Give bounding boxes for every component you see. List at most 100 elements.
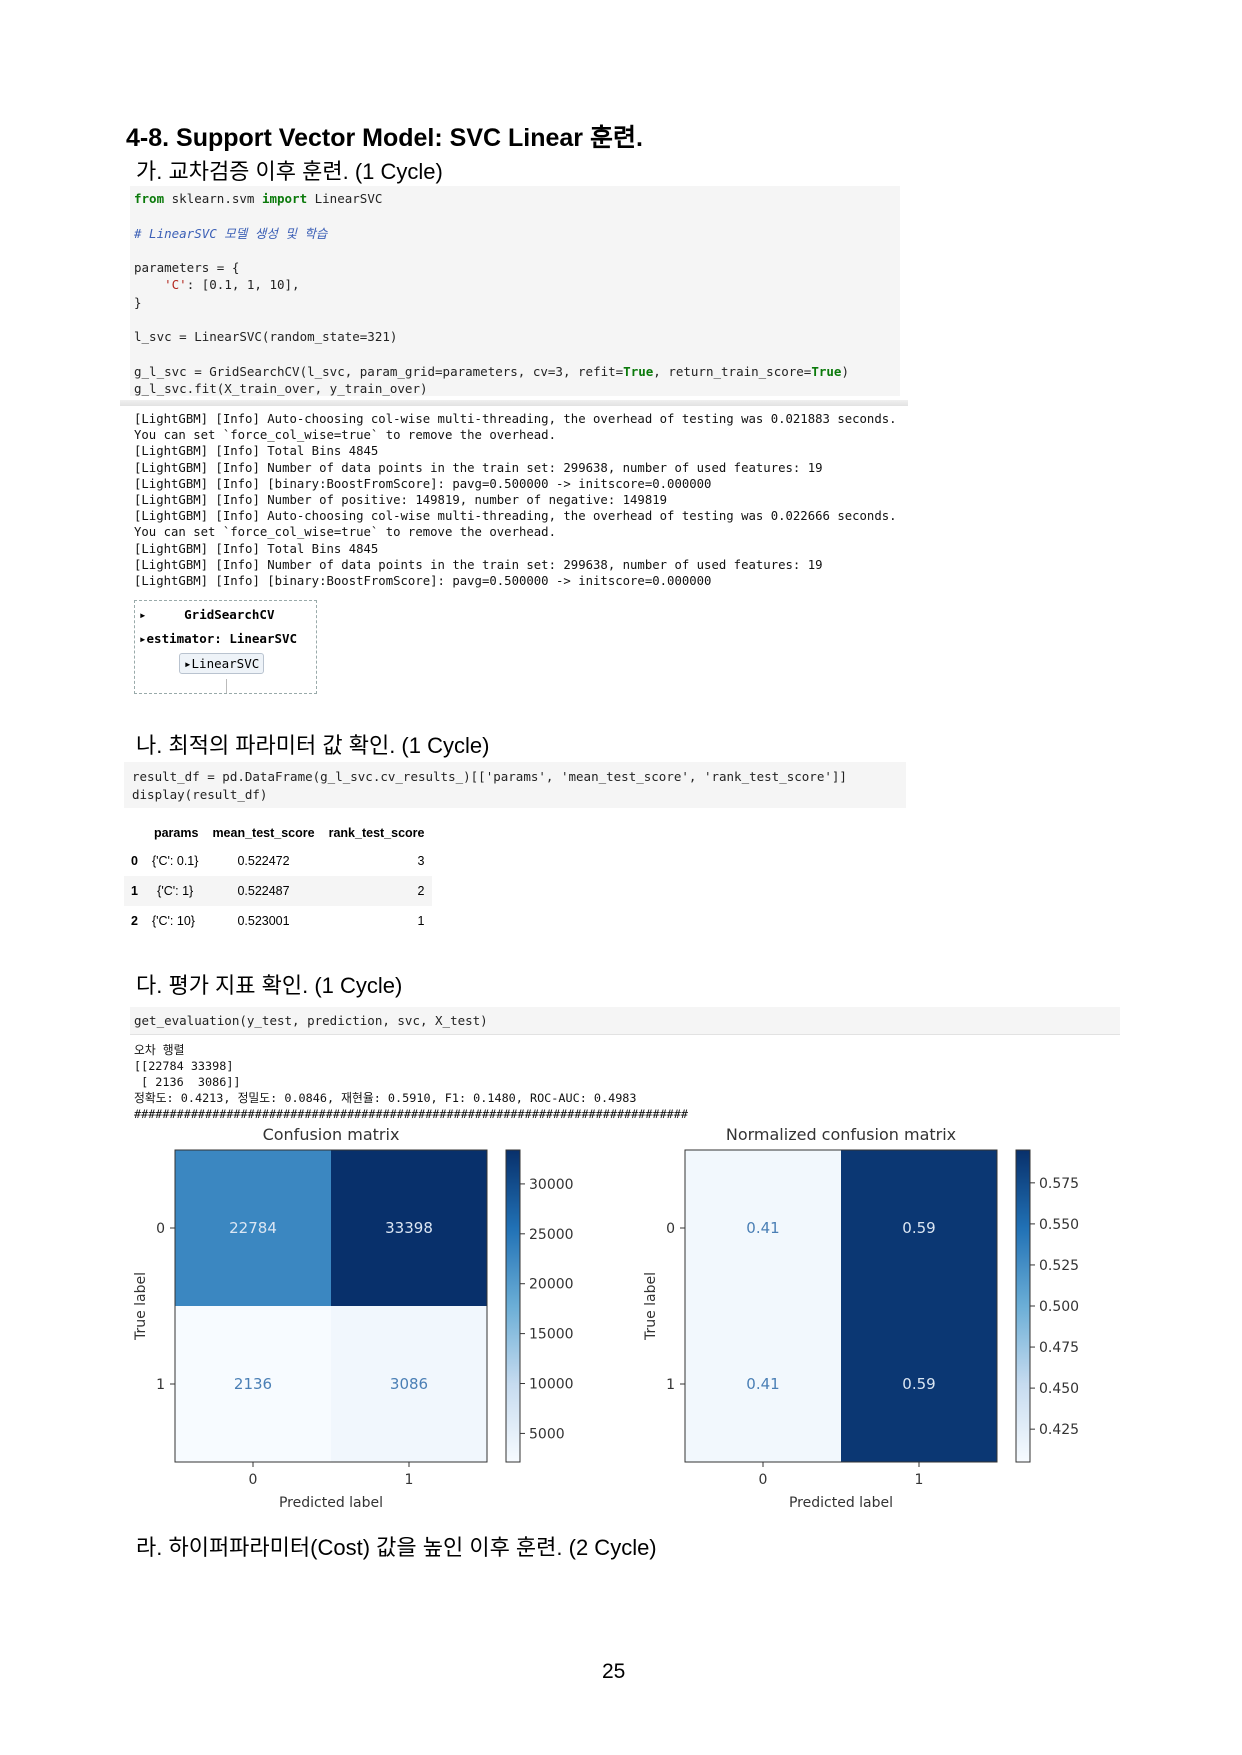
table-cell: 1 bbox=[417, 914, 425, 928]
row-index: 2 bbox=[131, 914, 138, 928]
log-line: [LightGBM] [Info] Number of data points … bbox=[134, 460, 823, 475]
screenshot-cut-divider bbox=[120, 400, 908, 406]
code-module: sklearn.svm bbox=[164, 191, 262, 206]
colorbar-tick-label: 5000 bbox=[529, 1426, 565, 1442]
gridsearchcv-toggle[interactable]: ▸ GridSearchCV bbox=[139, 607, 275, 622]
heatmap-cell bbox=[841, 1150, 997, 1306]
log-line: You can set `force_col_wise=true` to rem… bbox=[134, 428, 556, 443]
log-line: [LightGBM] [Info] Total Bins 4845 bbox=[134, 444, 379, 459]
heatmap-cell bbox=[175, 1150, 331, 1306]
subsection-c-title: 다. 평가 지표 확인. (1 Cycle) bbox=[136, 973, 403, 998]
code-string: 'C' bbox=[134, 277, 187, 293]
code-comment: # LinearSVC 모델 생성 및 학습 bbox=[134, 225, 328, 241]
x-tick-label: 0 bbox=[249, 1472, 258, 1488]
gridsearchcv-label: GridSearchCV bbox=[184, 607, 275, 622]
colorbar-tick-label: 10000 bbox=[529, 1377, 574, 1393]
table-cell: {'C': 1} bbox=[144, 876, 206, 906]
heatmap-cell bbox=[331, 1306, 487, 1462]
eval-metrics: 정확도: 0.4213, 정밀도: 0.0846, 재현율: 0.5910, F… bbox=[134, 1091, 637, 1105]
y-tick-label: 0 bbox=[156, 1221, 165, 1237]
code-line: l_svc = LinearSVC(random_state=321) bbox=[134, 329, 398, 345]
estimator-label: estimator: LinearSVC bbox=[146, 631, 298, 646]
colorbar bbox=[505, 1149, 521, 1463]
table-row: 2 {'C': 10} 0.523001 1 bbox=[124, 906, 432, 936]
colorbar-tick-label: 0.575 bbox=[1039, 1176, 1079, 1192]
colorbar-tick-label: 0.450 bbox=[1039, 1381, 1079, 1397]
log-line: [LightGBM] [Info] Number of positive: 14… bbox=[134, 493, 668, 508]
training-log-output: [LightGBM] [Info] Auto-choosing col-wise… bbox=[134, 411, 897, 589]
page-number: 25 bbox=[602, 1660, 626, 1683]
linearsvc-toggle[interactable]: ▸LinearSVC bbox=[179, 653, 265, 674]
plot-frame bbox=[684, 1149, 998, 1463]
y-tick-label: 1 bbox=[156, 1377, 165, 1393]
code-cell-gridsearch: from sklearn.svm import LinearSVC # Line… bbox=[130, 186, 900, 396]
colorbar-tick-label: 30000 bbox=[529, 1177, 574, 1193]
chart-title: Confusion matrix bbox=[263, 1125, 400, 1144]
code-keyword: import bbox=[261, 191, 308, 206]
log-line: You can set `force_col_wise=true` to rem… bbox=[134, 525, 556, 540]
evaluation-output: 오차 행렬 [[22784 33398] [ 2136 3086]] 정확도: … bbox=[134, 1042, 688, 1122]
table-cell: {'C': 0.1} bbox=[151, 854, 199, 868]
x-tick-label: 0 bbox=[759, 1472, 768, 1488]
heatmap-cell bbox=[685, 1150, 841, 1306]
code-line: } bbox=[134, 294, 142, 310]
code-line: g_l_svc.fit(X_train_over, y_train_over) bbox=[134, 381, 428, 397]
row-index: 0 bbox=[131, 854, 138, 868]
cell-label: 2136 bbox=[234, 1375, 272, 1393]
colorbar-tick-label: 20000 bbox=[529, 1277, 574, 1293]
subsection-d-title: 라. 하이퍼파라미터(Cost) 값을 높인 이후 훈련. (2 Cycle) bbox=[136, 1535, 657, 1560]
x-axis-label: Predicted label bbox=[789, 1495, 893, 1511]
code-cell-results: result_df = pd.DataFrame(g_l_svc.cv_resu… bbox=[124, 762, 906, 808]
table-header: params mean_test_score rank_test_score bbox=[124, 820, 432, 846]
cell-label: 0.59 bbox=[902, 1375, 935, 1393]
column-header: rank_test_score bbox=[328, 826, 425, 840]
y-axis-label: True label bbox=[643, 1272, 659, 1341]
colorbar-tick-label: 0.525 bbox=[1039, 1258, 1079, 1274]
subsection-a-title: 가. 교차검증 이후 훈련. (1 Cycle) bbox=[136, 159, 443, 184]
estimator-diagram: ▸ GridSearchCV ▸estimator: LinearSVC ▸Li… bbox=[134, 600, 317, 694]
log-line: [LightGBM] [Info] Auto-choosing col-wise… bbox=[134, 412, 897, 426]
plot-frame bbox=[174, 1149, 488, 1463]
code-line: : [0.1, 1, 10], bbox=[186, 277, 300, 293]
log-line: [LightGBM] [Info] Number of data points … bbox=[134, 557, 823, 572]
colorbar-tick-label: 15000 bbox=[529, 1327, 574, 1343]
table-row: 0 {'C': 0.1} 0.522472 3 bbox=[124, 846, 432, 876]
code-class: LinearSVC bbox=[307, 191, 383, 206]
eval-matrix-line: [[22784 33398] bbox=[134, 1059, 234, 1073]
log-line: [LightGBM] [Info] [binary:BoostFromScore… bbox=[134, 574, 712, 589]
row-index: 1 bbox=[124, 876, 145, 906]
table-row: 1 {'C': 1} 0.522487 2 bbox=[124, 876, 432, 906]
result-table: params mean_test_score rank_test_score 0… bbox=[124, 820, 432, 936]
confusion-matrix-chart: Confusion matrix 22784 33398 2136 3086 0 1 0 1 Pr… bbox=[133, 1125, 574, 1511]
code-line: , return_train_score= bbox=[653, 363, 812, 379]
table-cell: {'C': 10} bbox=[151, 914, 195, 928]
eval-matrix-line: [ 2136 3086]] bbox=[134, 1075, 241, 1089]
cell-label: 0.41 bbox=[746, 1219, 779, 1237]
code-line: g_l_svc = GridSearchCV(l_svc, param_grid… bbox=[134, 363, 624, 379]
code-keyword: True bbox=[623, 363, 654, 379]
cell-label: 0.59 bbox=[902, 1219, 935, 1237]
code-cell-evaluation: get_evaluation(y_test, prediction, svc, … bbox=[130, 1007, 1120, 1035]
colorbar-tick-label: 25000 bbox=[529, 1227, 574, 1243]
log-line: [LightGBM] [Info] Total Bins 4845 bbox=[134, 541, 379, 556]
log-line: [LightGBM] [Info] [binary:BoostFromScore… bbox=[134, 476, 712, 491]
code-keyword: from bbox=[134, 191, 165, 206]
heatmap-cell bbox=[685, 1306, 841, 1462]
colorbar bbox=[1015, 1149, 1031, 1463]
cell-label: 22784 bbox=[229, 1219, 277, 1237]
cell-label: 33398 bbox=[385, 1219, 433, 1237]
column-header: mean_test_score bbox=[212, 826, 315, 840]
x-tick-label: 1 bbox=[915, 1472, 924, 1488]
code-line: get_evaluation(y_test, prediction, svc, … bbox=[134, 1013, 488, 1028]
cell-label: 3086 bbox=[390, 1375, 428, 1393]
y-tick-label: 0 bbox=[666, 1221, 675, 1237]
code-line: display(result_df) bbox=[132, 787, 268, 802]
table-cell: 3 bbox=[417, 854, 425, 868]
code-line: parameters = { bbox=[134, 260, 240, 276]
section-heading: 4-8. Support Vector Model: SVC Linear 훈련… bbox=[126, 124, 643, 152]
estimator-toggle[interactable]: ▸estimator: LinearSVC bbox=[139, 631, 298, 646]
column-header: params bbox=[153, 826, 199, 840]
colorbar-tick-label: 0.500 bbox=[1039, 1299, 1079, 1315]
colorbar-tick-label: 0.475 bbox=[1039, 1340, 1079, 1356]
heatmap-cell bbox=[331, 1150, 487, 1306]
